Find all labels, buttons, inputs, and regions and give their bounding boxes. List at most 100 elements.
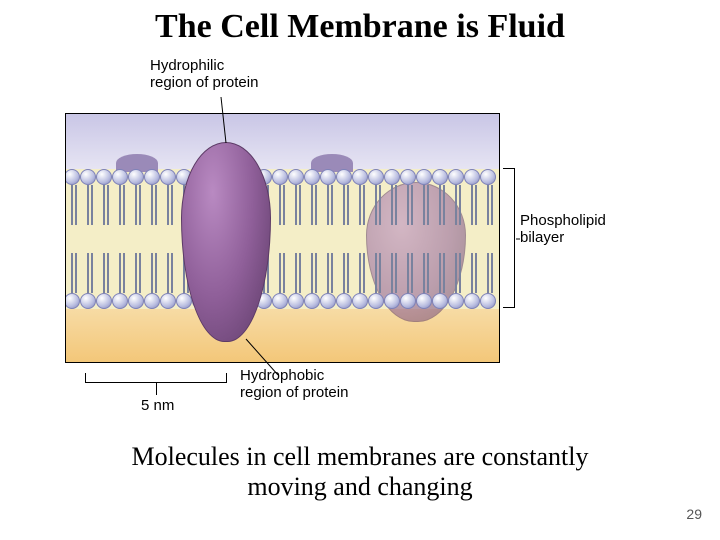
phospholipid-head — [352, 293, 368, 309]
phospholipid-head — [96, 169, 112, 185]
phospholipid-head — [128, 293, 144, 309]
phospholipid-tails — [466, 185, 482, 225]
phospholipid-tails — [98, 185, 114, 225]
hydrophilic-leader — [220, 96, 227, 144]
phospholipid-tails-row — [66, 253, 499, 293]
phospholipid-tails — [114, 185, 130, 225]
phospholipid-head — [320, 293, 336, 309]
phospholipid-head — [144, 169, 160, 185]
phospholipid-tails — [386, 253, 402, 293]
phospholipid-head — [464, 293, 480, 309]
phospholipid-head — [320, 169, 336, 185]
phospholipid-tails — [386, 185, 402, 225]
bilayer-bracket — [503, 168, 515, 308]
phospholipid-tails — [274, 185, 290, 225]
phospholipid-head — [480, 293, 496, 309]
phospholipid-head — [65, 169, 80, 185]
phospholipid-tails — [162, 253, 178, 293]
phospholipid-head — [416, 169, 432, 185]
phospholipid-head — [368, 293, 384, 309]
phospholipid-head — [336, 293, 352, 309]
phospholipid-tails — [146, 253, 162, 293]
phospholipid-head — [160, 293, 176, 309]
phospholipid-head — [288, 293, 304, 309]
hydrophilic-label: Hydrophilic region of protein — [150, 58, 258, 91]
phospholipid-head — [352, 169, 368, 185]
phospholipid-tails-row — [66, 185, 499, 225]
phospholipid-head — [480, 169, 496, 185]
page-title: The Cell Membrane is Fluid — [0, 0, 720, 46]
phospholipid-head — [400, 293, 416, 309]
phospholipid-head — [288, 169, 304, 185]
hydrophobic-leader — [245, 338, 279, 376]
phospholipid-head — [128, 169, 144, 185]
phospholipid-head — [432, 169, 448, 185]
phospholipid-head — [448, 293, 464, 309]
membrane-diagram — [65, 113, 500, 363]
phospholipid-head — [272, 293, 288, 309]
scale-tick — [156, 383, 157, 395]
phospholipid-tails — [146, 185, 162, 225]
phospholipid-heads-row — [66, 169, 499, 185]
phospholipid-head — [304, 169, 320, 185]
phospholipid-head — [65, 293, 80, 309]
phospholipid-head — [80, 293, 96, 309]
phospholipid-tails — [418, 253, 434, 293]
phospholipid-tails — [338, 185, 354, 225]
phospholipid-head — [112, 169, 128, 185]
phospholipid-tails — [466, 253, 482, 293]
phospholipid-head — [160, 169, 176, 185]
phospholipid-tails — [434, 185, 450, 225]
scale-bar — [85, 373, 227, 383]
phospholipid-head — [144, 293, 160, 309]
phospholipid-tails — [354, 185, 370, 225]
caption-line-1: Molecules in cell membranes are constant… — [131, 442, 588, 471]
phospholipid-tails — [162, 185, 178, 225]
phospholipid-tails — [482, 185, 498, 225]
phospholipid-tails — [130, 185, 146, 225]
phospholipid-tails — [402, 253, 418, 293]
bracket-connector — [515, 238, 521, 240]
phospholipid-head — [400, 169, 416, 185]
phospholipid-tails — [306, 253, 322, 293]
phospholipid-head — [304, 293, 320, 309]
phospholipid-tails — [274, 253, 290, 293]
phospholipid-tails — [370, 185, 386, 225]
phospholipid-head — [368, 169, 384, 185]
phospholipid-tails — [98, 253, 114, 293]
phospholipid-head — [432, 293, 448, 309]
membrane-figure: Hydrophilic region of protein Phospholipi… — [65, 58, 620, 433]
phospholipid-head — [112, 293, 128, 309]
phospholipid-tails — [434, 253, 450, 293]
phospholipid-tails — [450, 185, 466, 225]
phospholipid-head — [384, 169, 400, 185]
phospholipid-head — [272, 169, 288, 185]
phospholipid-tails — [306, 185, 322, 225]
phospholipid-tails — [482, 253, 498, 293]
phospholipid-tails — [82, 253, 98, 293]
phospholipid-tails — [450, 253, 466, 293]
phospholipid-head — [336, 169, 352, 185]
phospholipid-head — [464, 169, 480, 185]
phospholipid-heads-row — [66, 293, 499, 309]
phospholipid-bilayer-label: Phospholipid bilayer — [520, 213, 606, 246]
phospholipid-tails — [402, 185, 418, 225]
phospholipid-tails — [290, 185, 306, 225]
phospholipid-head — [96, 293, 112, 309]
phospholipid-tails — [82, 185, 98, 225]
phospholipid-head — [416, 293, 432, 309]
phospholipid-tails — [290, 253, 306, 293]
phospholipid-tails — [66, 253, 82, 293]
phospholipid-tails — [354, 253, 370, 293]
phospholipid-head — [80, 169, 96, 185]
phospholipid-tails — [130, 253, 146, 293]
scale-label: 5 nm — [141, 398, 174, 415]
phospholipid-tails — [322, 253, 338, 293]
phospholipid-tails — [418, 185, 434, 225]
caption: Molecules in cell membranes are constant… — [0, 442, 720, 502]
phospholipid-tails — [322, 185, 338, 225]
phospholipid-tails — [66, 185, 82, 225]
phospholipid-head — [448, 169, 464, 185]
phospholipid-tails — [370, 253, 386, 293]
phospholipid-head — [384, 293, 400, 309]
